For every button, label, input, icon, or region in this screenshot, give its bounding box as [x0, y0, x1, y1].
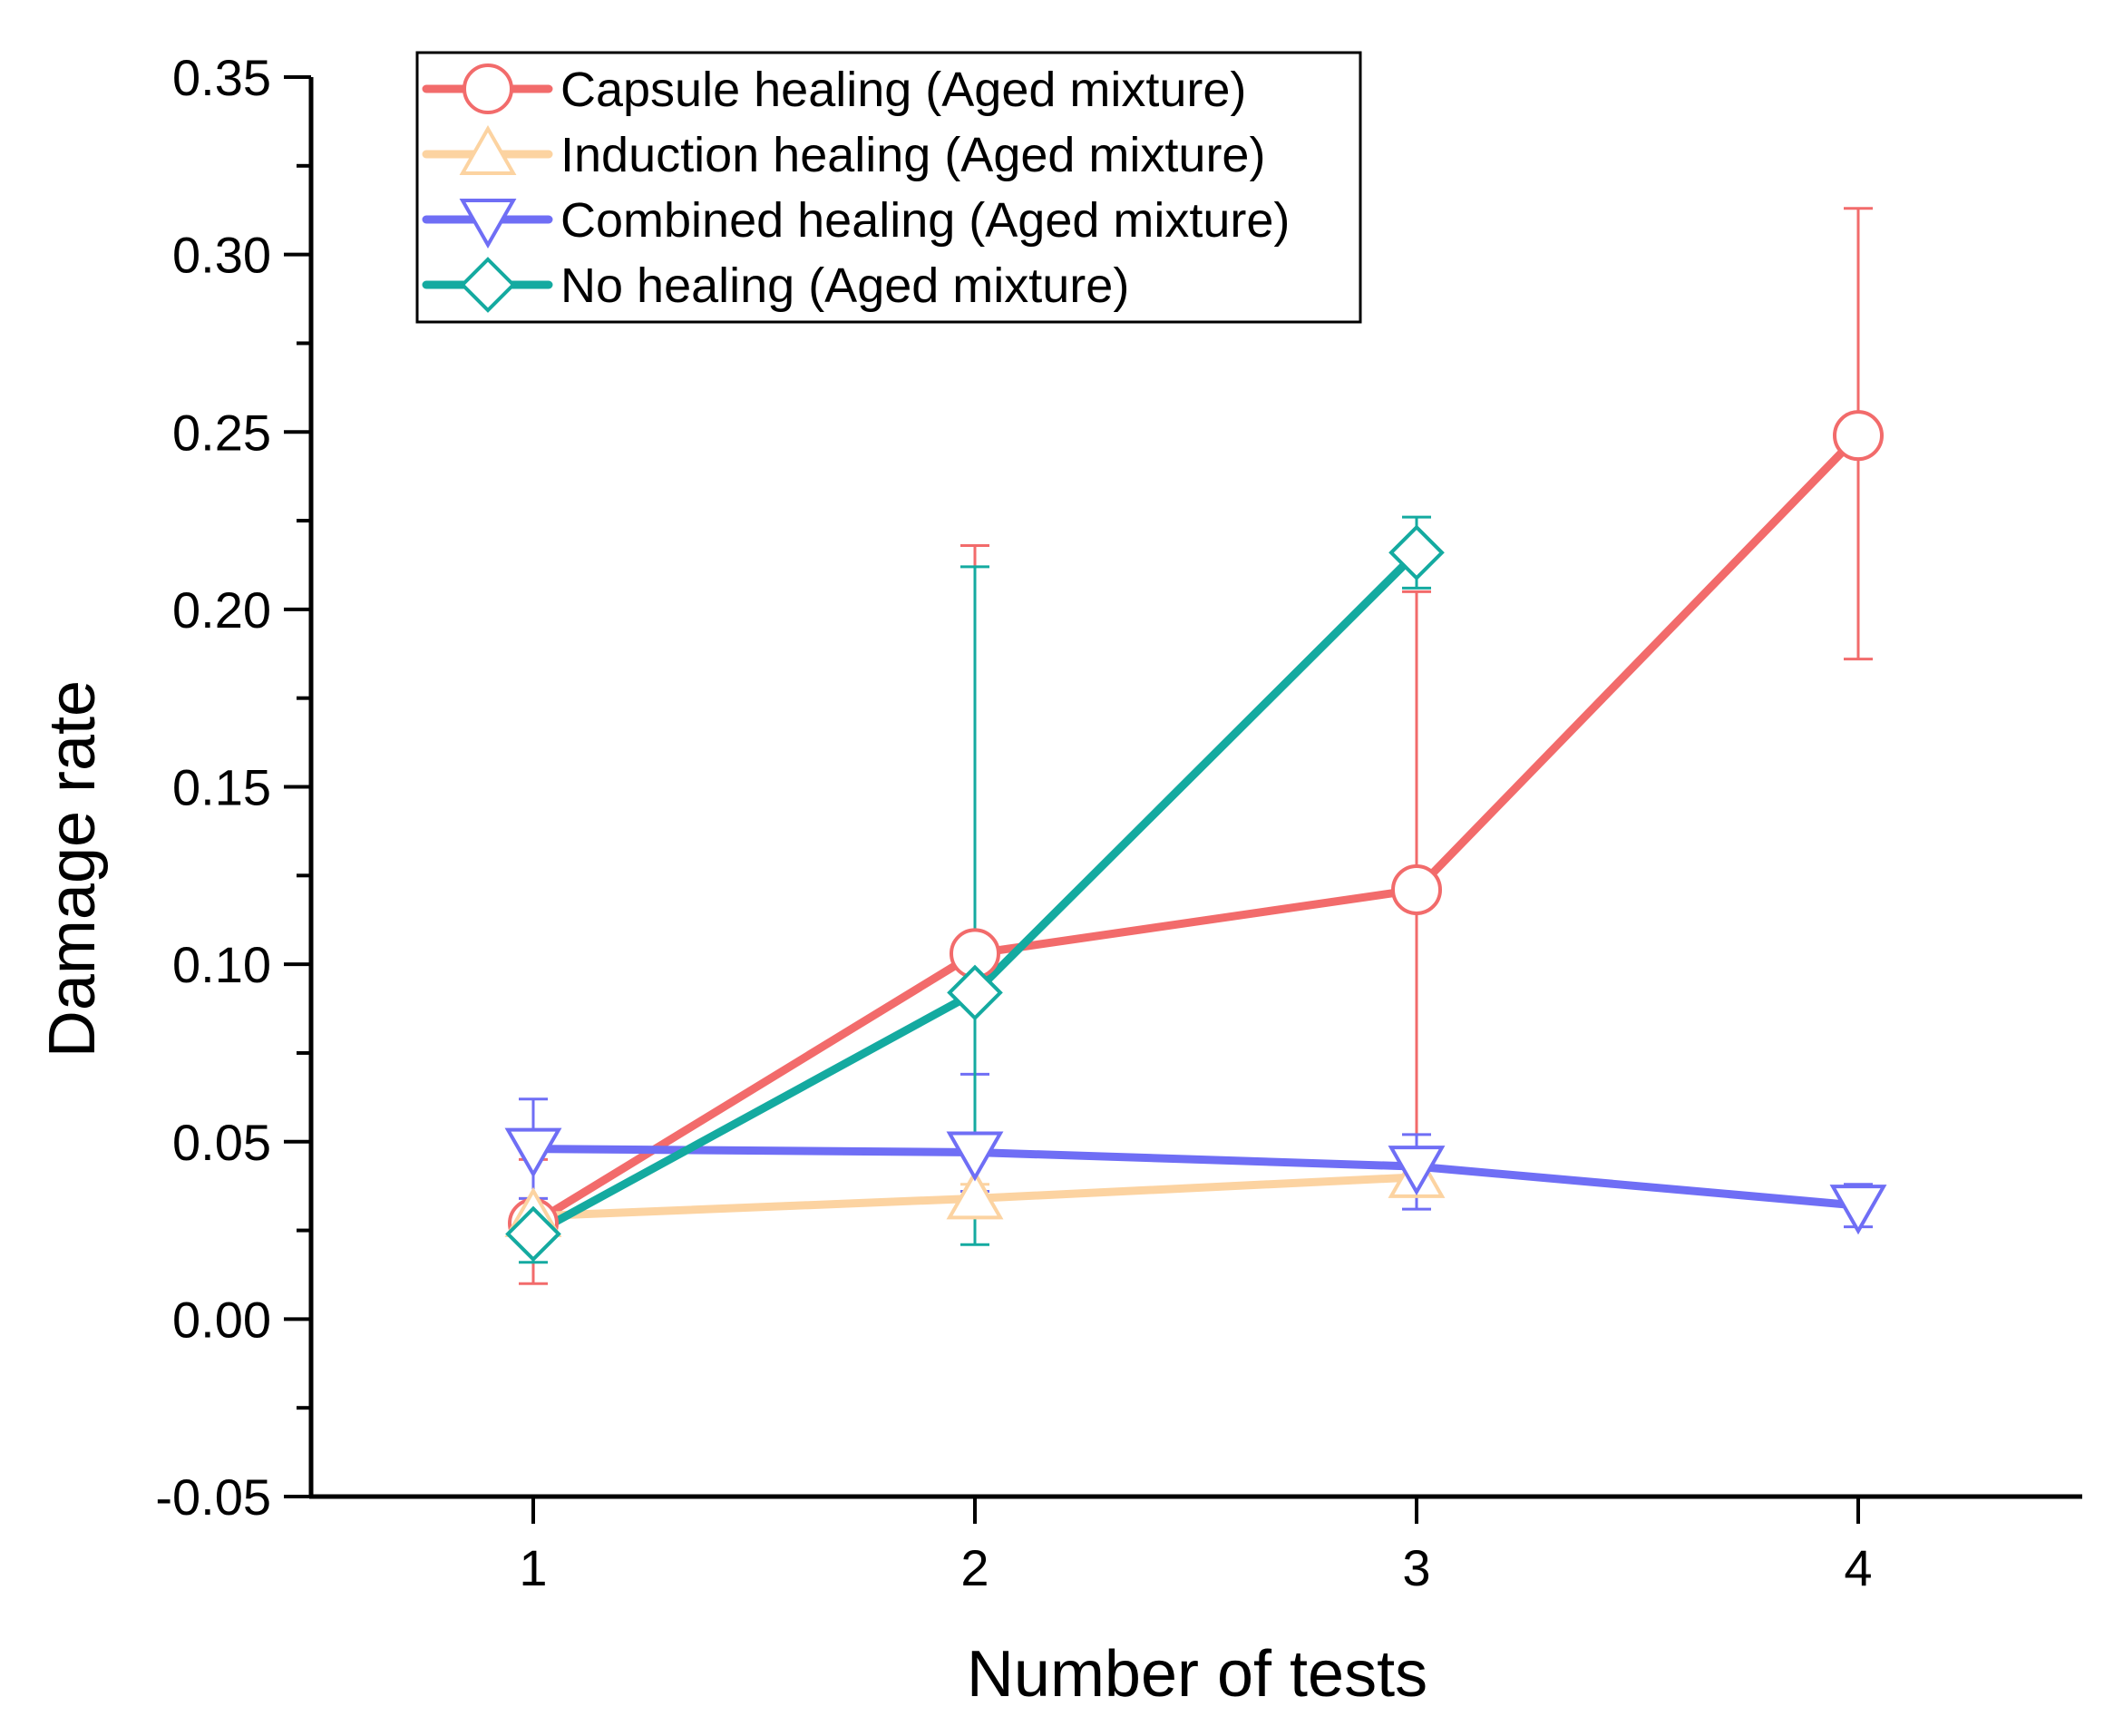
y-tick-label: 0.05 [172, 1114, 271, 1171]
no-healing-legend-label: No healing (Aged mixture) [560, 258, 1129, 313]
induction-legend-marker [459, 124, 517, 175]
y-tick-label: 0.25 [172, 404, 271, 461]
y-tick-label: 0.10 [172, 936, 271, 993]
series-markers [504, 410, 1887, 1263]
combined-data-point [1829, 1185, 1887, 1235]
no-healing-data-point [1388, 524, 1445, 581]
combined-data-point [504, 1127, 562, 1178]
y-tick-label: 0.35 [172, 49, 271, 106]
no-healing-data-point [505, 1205, 561, 1263]
capsule-legend-label: Capsule healing (Aged mixture) [560, 63, 1246, 117]
capsule-legend-marker [463, 63, 513, 114]
y-tick-label: 0.15 [172, 759, 271, 816]
legend-box [415, 51, 1362, 324]
no-healing-data-point [947, 964, 1003, 1021]
axes: -0.05 0.00 0.05 0.10 0.15 0.20 0.25 0.30 0.35 1 2 3… [155, 49, 2082, 1596]
capsule-series-line [529, 431, 1863, 1228]
x-tick-label: 3 [1402, 1539, 1430, 1596]
x-axis-title: Number of tests [967, 1638, 1427, 1711]
x-tick-label: 1 [519, 1539, 547, 1596]
combined-legend-label: Combined healing (Aged mixture) [560, 193, 1290, 248]
combined-series-line [529, 1145, 1863, 1210]
y-tick-label: -0.05 [155, 1468, 271, 1526]
combined-data-point [946, 1131, 1004, 1182]
y-tick-label: 0.00 [172, 1291, 271, 1348]
induction-data-point [946, 1169, 1004, 1220]
capsule-data-point [1833, 410, 1884, 462]
combined-data-point [1388, 1146, 1446, 1196]
no-healing-legend-marker [460, 257, 516, 313]
capsule-data-point [1391, 863, 1442, 915]
y-tick-label: 0.30 [172, 227, 271, 284]
x-tick-label: 2 [960, 1539, 989, 1596]
legend: Capsule healing (Aged mixture) Induction … [415, 51, 1362, 324]
error-bars [519, 207, 1873, 1285]
y-tick-label: 0.20 [172, 581, 271, 639]
y-axis-title: Damage rate [36, 680, 109, 1058]
series-lines [529, 431, 1863, 1238]
induction-legend-label: Induction healing (Aged mixture) [560, 128, 1265, 182]
combined-legend-marker [459, 199, 517, 249]
x-tick-label: 4 [1844, 1539, 1872, 1596]
